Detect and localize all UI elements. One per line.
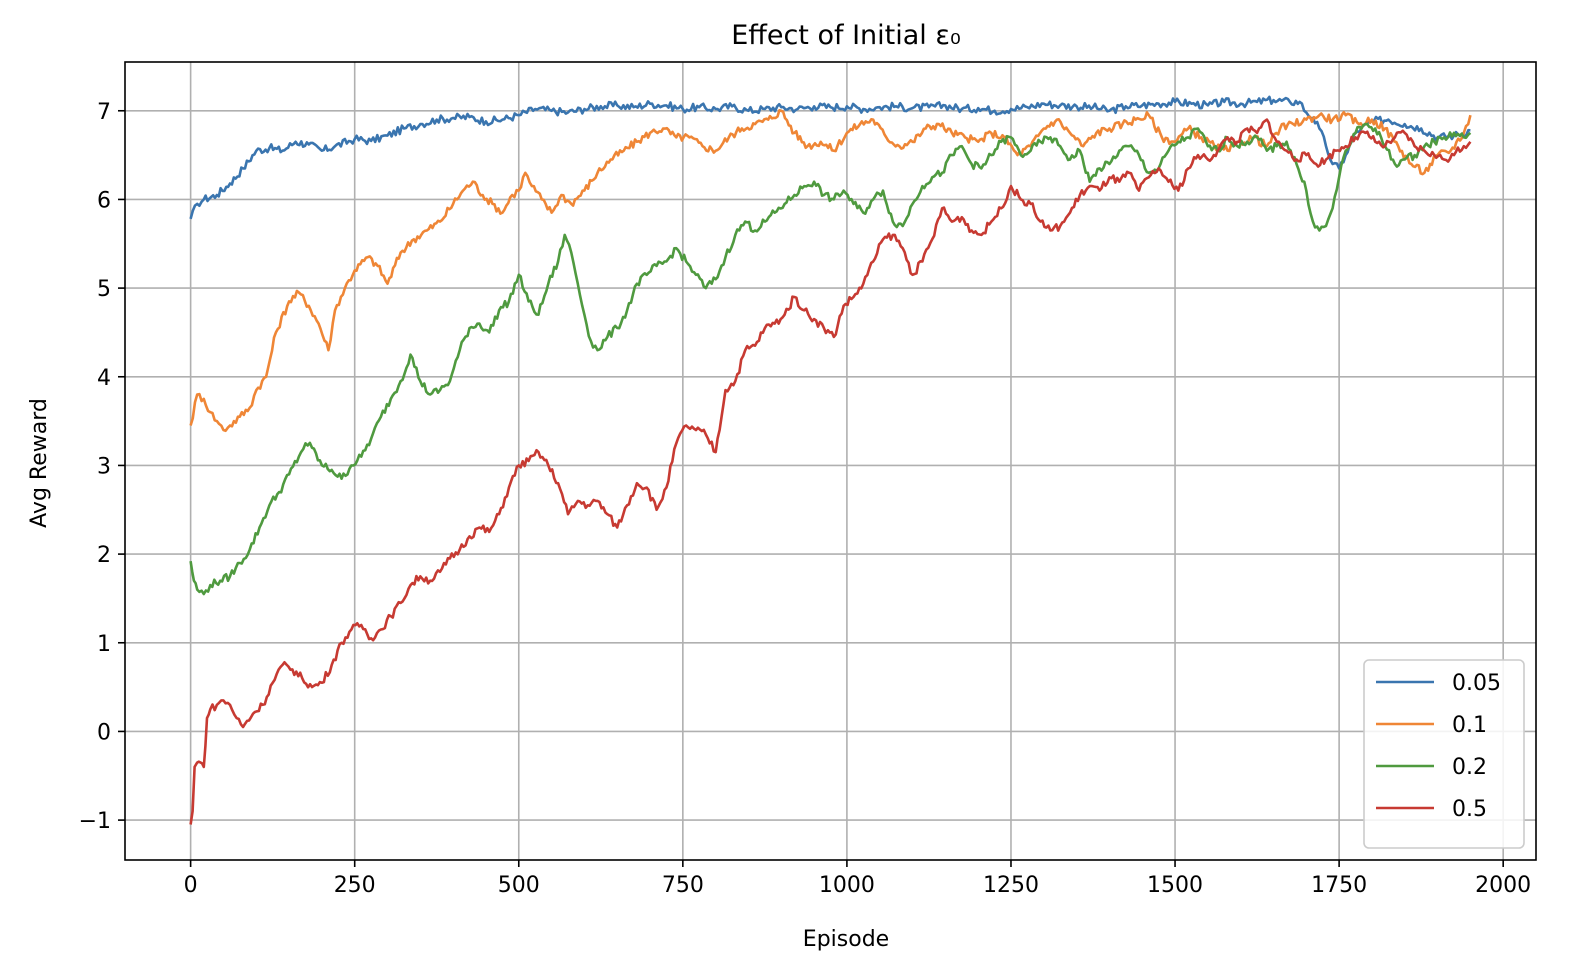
y-tick-label: 5 <box>97 277 111 302</box>
chart-title: Effect of Initial ε₀ <box>731 20 961 51</box>
plot-frame <box>124 61 1537 861</box>
series-line-0.5 <box>189 118 1472 825</box>
x-tick-label: 500 <box>498 873 540 898</box>
y-axis: −1 0 1 2 3 4 5 6 7 <box>79 100 125 834</box>
legend-label: 0.5 <box>1452 797 1487 822</box>
y-tick-label: 4 <box>97 366 111 391</box>
x-tick-label: 1250 <box>983 873 1039 898</box>
x-tick-label: 0 <box>184 873 198 898</box>
series-lines <box>189 95 1472 825</box>
y-tick-label: 6 <box>97 188 111 213</box>
y-axis-label: Avg Reward <box>27 398 52 528</box>
x-tick-label: 250 <box>334 873 376 898</box>
legend: 0.05 0.1 0.2 0.5 <box>1363 659 1525 849</box>
series-line-0.05 <box>189 95 1471 220</box>
x-tick-label: 1000 <box>819 873 875 898</box>
series-line-0.2 <box>189 122 1472 596</box>
x-tick-label: 1500 <box>1147 873 1203 898</box>
series-line-0.1 <box>189 109 1472 433</box>
x-axis: 0 250 500 750 1000 1250 1500 1750 2000 <box>184 860 1531 898</box>
grid-lines <box>125 62 1536 860</box>
legend-box <box>1363 659 1525 849</box>
y-tick-label: 1 <box>97 632 111 657</box>
x-axis-label: Episode <box>803 927 889 952</box>
y-tick-label: 2 <box>97 543 111 568</box>
y-tick-label: −1 <box>79 809 111 834</box>
x-tick-label: 1750 <box>1311 873 1367 898</box>
legend-label: 0.1 <box>1452 713 1487 738</box>
y-tick-label: 0 <box>97 720 111 745</box>
y-tick-label: 3 <box>97 454 111 479</box>
legend-label: 0.2 <box>1452 755 1487 780</box>
legend-label: 0.05 <box>1452 671 1501 696</box>
y-tick-label: 7 <box>97 100 111 125</box>
x-tick-label: 2000 <box>1475 873 1531 898</box>
x-tick-label: 750 <box>662 873 704 898</box>
